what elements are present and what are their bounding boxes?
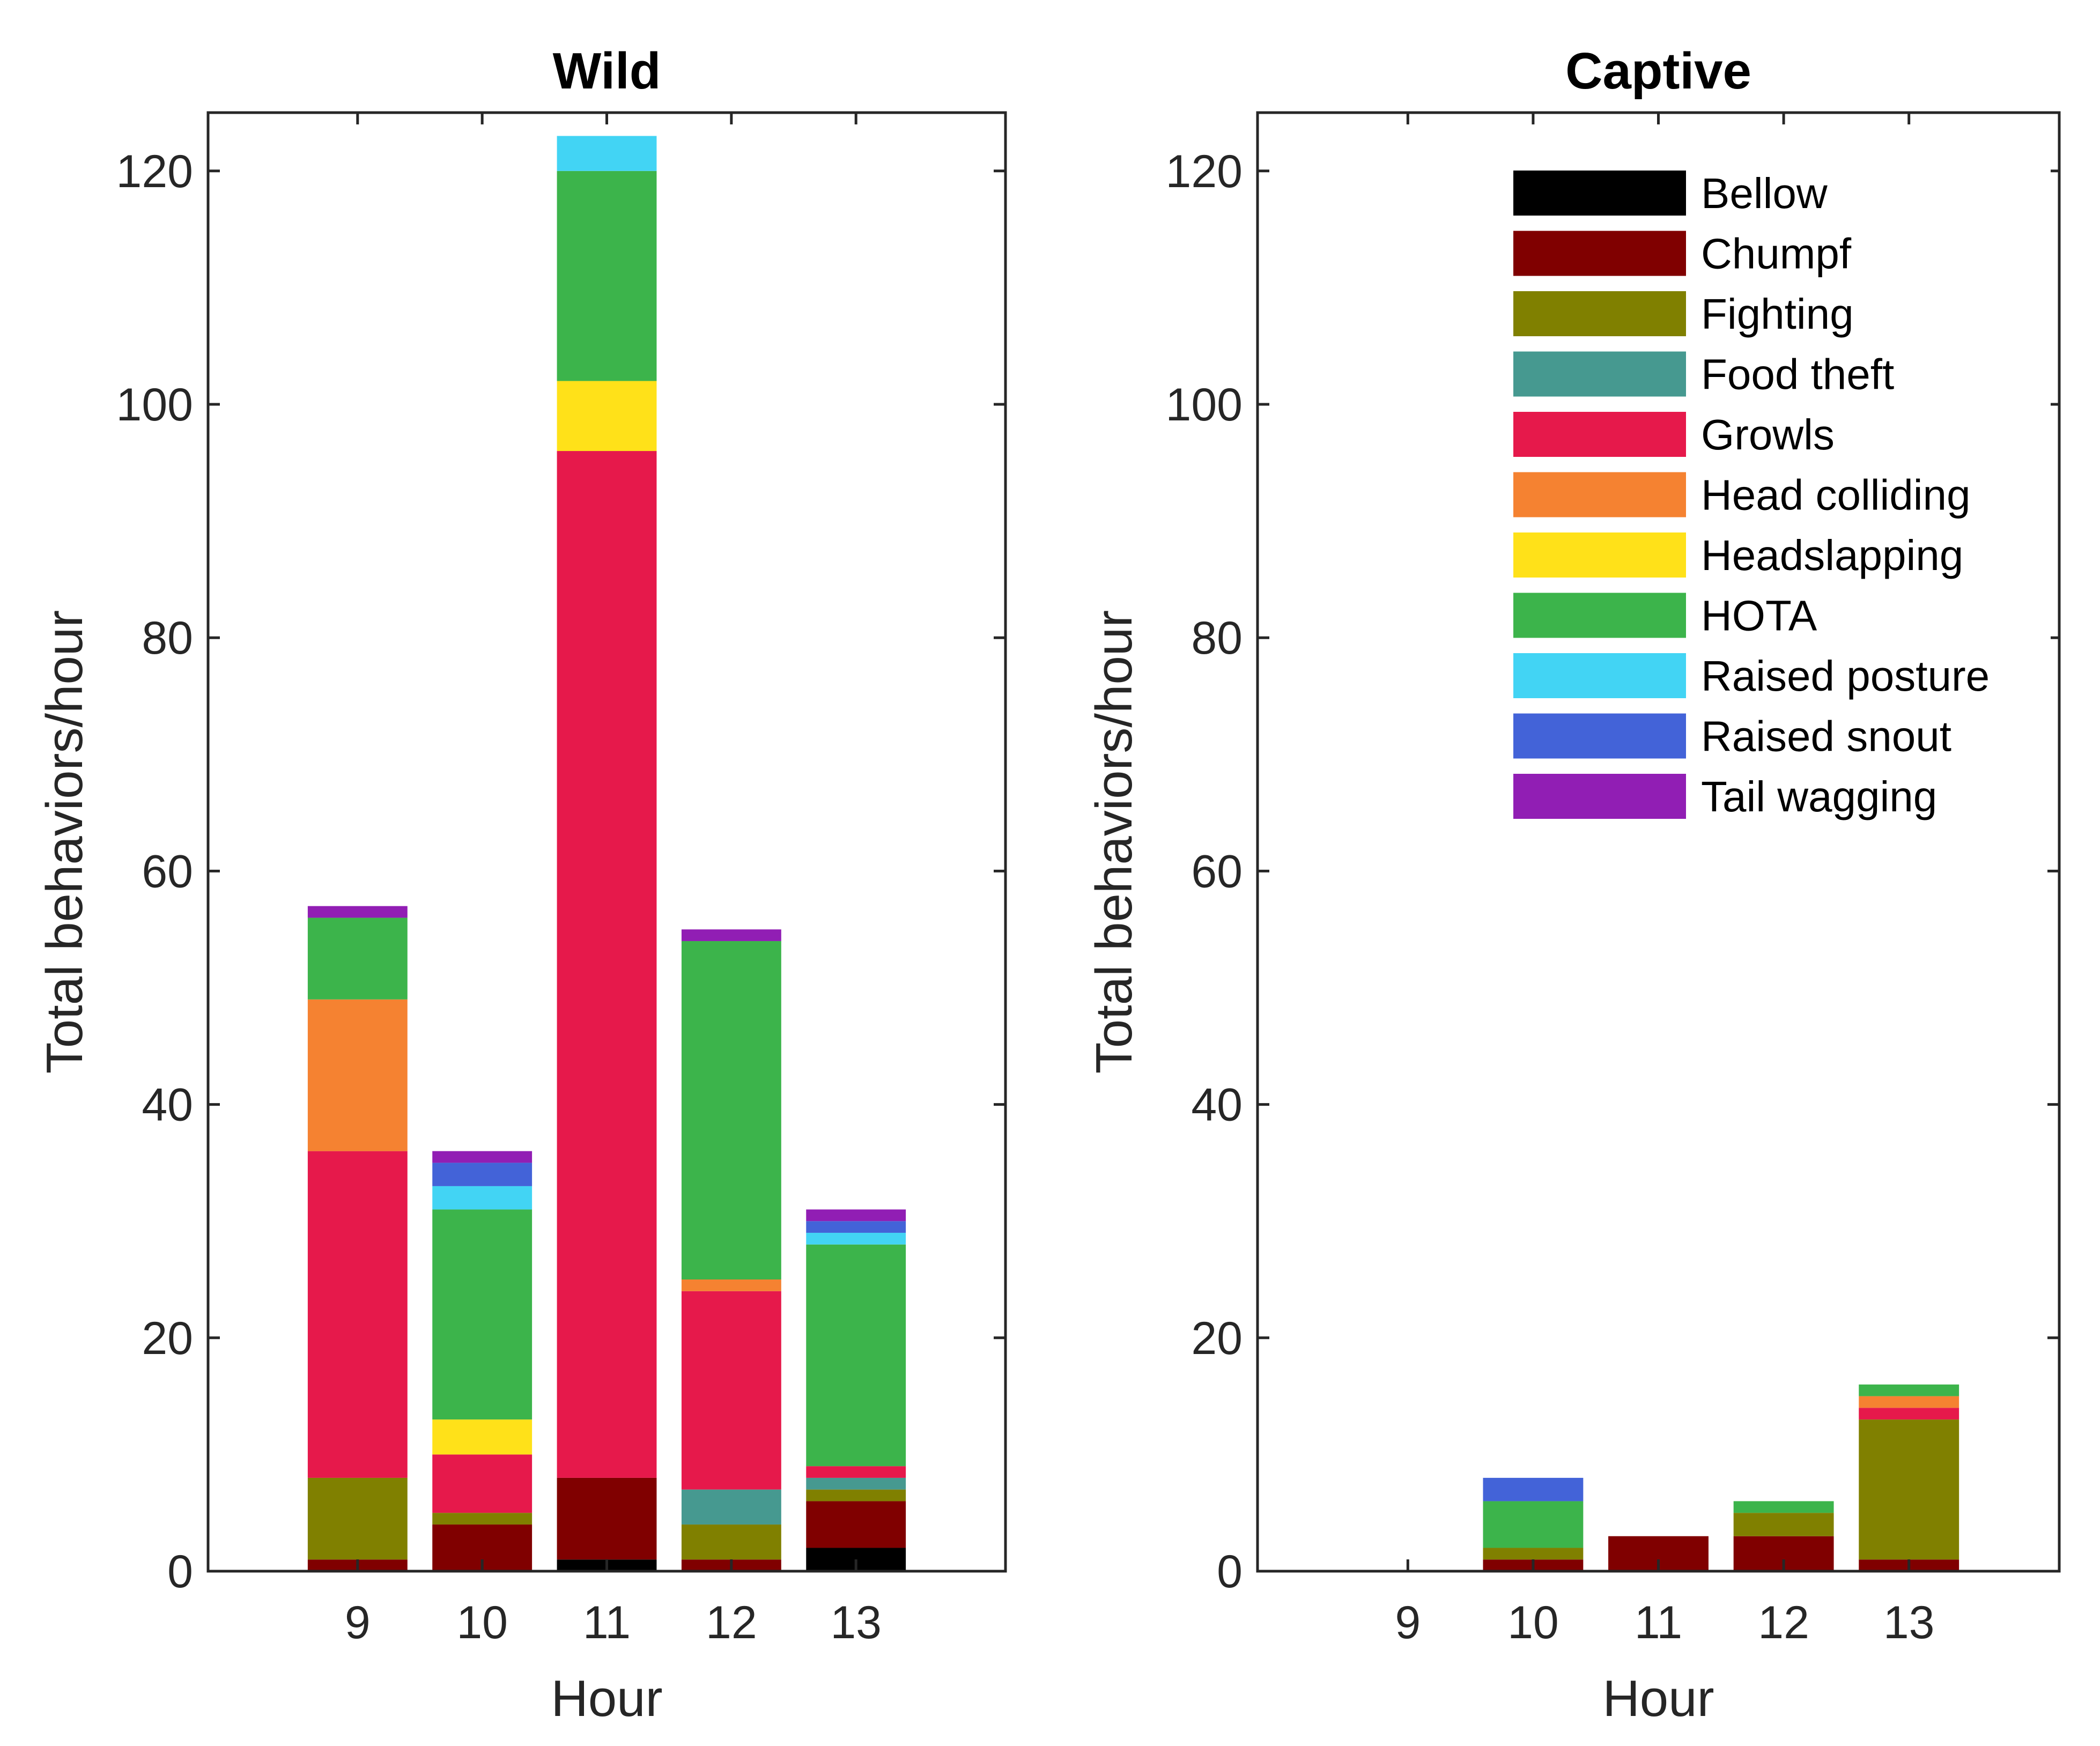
captive-bar-13-hota [1859,1384,1959,1396]
wild-y-tick-label-0: 0 [167,1546,193,1597]
wild-bar-9-fighting [307,1477,408,1560]
wild-bar-10-growls [432,1454,533,1513]
captive-y-tick-label-20: 20 [1191,1313,1243,1364]
wild-x-axis-label: Hour [551,1670,662,1727]
legend-label-bellow: Bellow [1701,169,1828,217]
captive-y-tick-label-120: 120 [1166,146,1243,197]
wild-bar-11-raised-posture [557,136,657,171]
wild-title: Wild [553,42,661,100]
wild-y-tick-label-60: 60 [142,846,193,897]
wild-bar-12-food-theft [681,1489,781,1525]
captive-y-tick-label-80: 80 [1191,612,1243,664]
wild-y-tick-label-80: 80 [142,612,193,664]
captive-bar-13-head-colliding [1859,1396,1959,1408]
legend-label-growls: Growls [1701,411,1835,458]
legend-label-food-theft: Food theft [1701,351,1894,398]
captive-bar-12-fighting [1733,1513,1834,1536]
wild-y-tick-label-40: 40 [142,1079,193,1131]
wild-x-tick-label-11: 11 [583,1597,631,1648]
legend-label-headslapping: Headslapping [1701,531,1963,579]
captive-bar-13-growls [1859,1408,1959,1420]
captive-x-tick-label-12: 12 [1758,1597,1809,1648]
wild-bar-12-growls [681,1291,781,1490]
wild-x-tick-label-13: 13 [830,1597,882,1648]
wild-bar-10-fighting [432,1513,533,1525]
captive-panel: 0 20 40 60 80 100 120 9 10 11 12 13 Captive Hour To… [1085,42,2061,1727]
captive-x-tick-label-10: 10 [1507,1597,1559,1648]
captive-bar-12-hota [1733,1501,1834,1513]
legend-swatch-raised-posture [1513,653,1686,698]
wild-bar-9-growls [307,1151,408,1478]
wild-bar-13-hota [806,1244,906,1467]
wild-y-tick-label-100: 100 [116,379,194,431]
captive-y-tick-label-40: 40 [1191,1079,1243,1131]
wild-bar-12-tail-wagging [681,929,781,941]
wild-panel: 0 20 40 60 80 100 120 9 10 11 12 13 Wild Hour Total… [36,42,1007,1727]
wild-bar-12-fighting [681,1524,781,1560]
captive-x-tick-label-9: 9 [1395,1597,1421,1648]
legend-label-chumpf: Chumpf [1701,230,1852,278]
wild-bar-13-raised-posture [806,1232,906,1245]
captive-y-tick-label-0: 0 [1217,1546,1243,1597]
wild-bar-10-hota [432,1209,533,1420]
wild-y-axis-label: Total behaviors/hour [36,610,93,1074]
captive-bar-13-fighting [1859,1419,1959,1560]
captive-plot-area: 0 20 40 60 80 100 120 9 10 11 12 13 [1166,111,2061,1648]
legend-label-raised-posture: Raised posture [1701,652,1990,700]
legend-swatch-food-theft [1513,351,1686,397]
wild-x-tick-label-12: 12 [706,1597,757,1648]
captive-y-tick-label-60: 60 [1191,846,1243,897]
legend-swatch-headslapping [1513,532,1686,578]
legend: Bellow Chumpf Fighting Food theft Growls Head… [1509,166,2051,832]
legend-swatch-tail-wagging [1513,774,1686,819]
legend-swatch-head-colliding [1513,472,1686,517]
captive-bar-10-fighting [1483,1548,1584,1560]
wild-bar-9-head-colliding [307,999,408,1151]
legend-swatch-growls [1513,412,1686,457]
wild-bar-11-hota [557,171,657,381]
wild-bar-13-tail-wagging [806,1209,906,1222]
legend-swatch-chumpf [1513,231,1686,276]
captive-title: Captive [1565,42,1751,100]
wild-bar-13-chumpf [806,1501,906,1548]
wild-bar-10-tail-wagging [432,1151,533,1163]
legend-swatch-bellow [1513,171,1686,216]
wild-bar-13-fighting [806,1489,906,1501]
legend-label-head-colliding: Head colliding [1701,471,1971,519]
captive-x-tick-label-13: 13 [1883,1597,1935,1648]
captive-bar-10-hota [1483,1501,1584,1548]
wild-bar-13-growls [806,1466,906,1478]
wild-y-tick-label-120: 120 [116,146,194,197]
legend-swatch-fighting [1513,291,1686,336]
captive-y-axis-label: Total behaviors/hour [1085,610,1143,1074]
wild-bar-9-tail-wagging [307,906,408,918]
wild-bar-9-hota [307,918,408,1000]
legend-label-fighting: Fighting [1701,290,1854,338]
legend-label-tail-wagging: Tail wagging [1701,773,1937,820]
wild-bar-11-chumpf [557,1477,657,1560]
captive-x-tick-label-11: 11 [1635,1597,1682,1648]
captive-y-tick-label-100: 100 [1166,379,1243,431]
wild-bar-11-headslapping [557,381,657,452]
legend-swatch-raised-snout [1513,713,1686,759]
wild-bar-13-raised-snout [806,1221,906,1233]
wild-bar-12-hota [681,941,781,1279]
captive-x-axis-label: Hour [1602,1670,1714,1727]
wild-y-tick-label-20: 20 [142,1313,193,1364]
legend-label-raised-snout: Raised snout [1701,713,1951,760]
legend-label-hota: HOTA [1701,592,1817,640]
legend-swatch-hota [1513,593,1686,638]
wild-x-tick-label-9: 9 [345,1597,371,1648]
wild-bar-13-food-theft [806,1477,906,1490]
wild-x-tick-label-10: 10 [456,1597,508,1648]
wild-bar-10-raised-snout [432,1163,533,1186]
wild-bar-12-head-colliding [681,1279,781,1291]
wild-plot-area: 0 20 40 60 80 100 120 9 10 11 12 13 [116,111,1007,1648]
wild-bar-10-raised-posture [432,1186,533,1210]
wild-bar-10-headslapping [432,1419,533,1455]
wild-bar-11-growls [557,451,657,1478]
captive-bar-10-raised-snout [1483,1477,1584,1501]
